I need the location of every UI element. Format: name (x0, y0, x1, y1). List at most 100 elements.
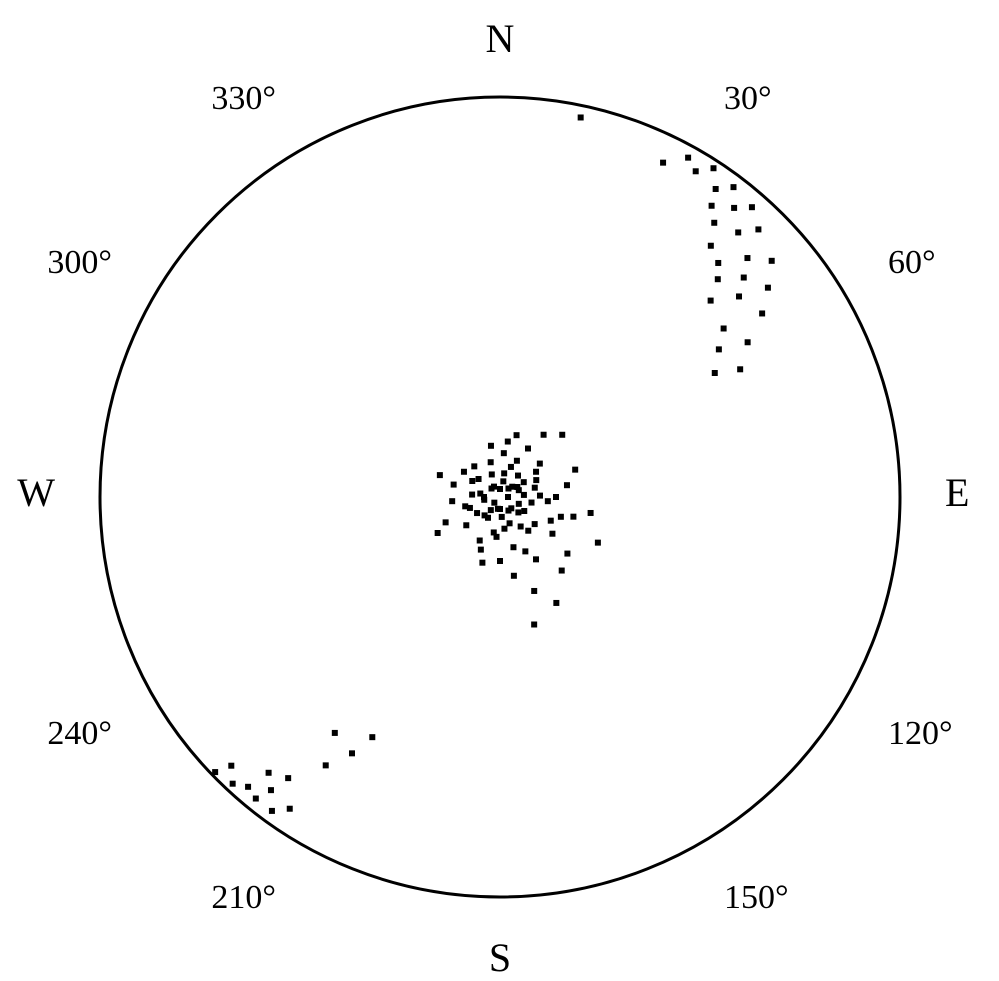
data-point (497, 486, 503, 492)
cardinal-label: W (17, 470, 55, 515)
data-point (495, 506, 501, 512)
data-point (709, 203, 715, 209)
data-point (553, 494, 559, 500)
data-point (469, 492, 475, 498)
data-point (514, 458, 520, 464)
data-point (693, 168, 699, 174)
data-point (531, 588, 537, 594)
data-point (497, 558, 503, 564)
data-point (533, 469, 539, 475)
data-point (435, 530, 441, 536)
cardinal-label: N (486, 16, 515, 61)
data-point (469, 478, 475, 484)
data-point (744, 255, 750, 261)
data-point (489, 471, 495, 477)
data-point (578, 114, 584, 120)
data-point (736, 293, 742, 299)
data-point (212, 769, 218, 775)
data-point (685, 155, 691, 161)
data-point (501, 450, 507, 456)
data-point (570, 514, 576, 520)
data-point (515, 509, 521, 515)
data-point (369, 734, 375, 740)
data-point (731, 205, 737, 211)
data-point (715, 260, 721, 266)
data-point (564, 551, 570, 557)
data-point (532, 485, 538, 491)
data-point (507, 520, 513, 526)
data-point (349, 750, 355, 756)
data-point (737, 366, 743, 372)
data-point (713, 186, 719, 192)
data-point (765, 285, 771, 291)
data-point (537, 461, 543, 467)
data-point (522, 548, 528, 554)
data-point (266, 770, 272, 776)
data-point (533, 477, 539, 483)
azimuth-tick-label: 240° (47, 715, 112, 752)
data-point (511, 573, 517, 579)
data-point (749, 204, 755, 210)
data-point (745, 339, 751, 345)
data-point (285, 775, 291, 781)
data-point (499, 514, 505, 520)
data-point (588, 510, 594, 516)
data-point (529, 500, 535, 506)
data-point (476, 476, 482, 482)
data-point (269, 808, 275, 814)
data-point (559, 568, 565, 574)
data-point (572, 467, 578, 473)
data-point (510, 544, 516, 550)
data-point (731, 184, 737, 190)
azimuth-tick-label: 120° (888, 715, 953, 752)
data-point (501, 470, 507, 476)
data-point (711, 165, 717, 171)
data-point (769, 258, 775, 264)
azimuth-tick-label: 330° (211, 80, 276, 117)
data-point (548, 518, 554, 524)
data-point (477, 538, 483, 544)
cardinal-label: E (945, 470, 969, 515)
data-point (228, 763, 234, 769)
data-point (451, 482, 457, 488)
data-point (474, 510, 480, 516)
data-point (558, 514, 564, 520)
data-point (549, 531, 555, 537)
data-point (759, 310, 765, 316)
data-point (711, 220, 717, 226)
data-point (515, 473, 521, 479)
data-point (712, 370, 718, 376)
data-point (488, 443, 494, 449)
data-point (461, 469, 467, 475)
data-point (332, 730, 338, 736)
data-point (595, 540, 601, 546)
data-point (477, 491, 483, 497)
data-point (485, 515, 491, 521)
data-point (516, 501, 522, 507)
data-point (532, 521, 538, 527)
data-point (479, 560, 485, 566)
data-point (525, 446, 531, 452)
data-point (505, 508, 511, 514)
data-point (488, 507, 494, 513)
data-point (755, 226, 761, 232)
azimuth-tick-label: 300° (47, 244, 112, 281)
data-point (505, 494, 511, 500)
data-point (488, 459, 494, 465)
data-point (268, 787, 274, 793)
stereonet-plot: NESW30°60°120°150°210°240°300°330° (0, 0, 999, 981)
data-point (521, 508, 527, 514)
data-point (245, 784, 251, 790)
data-point (716, 346, 722, 352)
data-point (494, 534, 500, 540)
data-point (508, 464, 514, 470)
data-point (230, 781, 236, 787)
azimuth-tick-label: 150° (724, 879, 789, 916)
data-point (660, 160, 666, 166)
data-point (323, 762, 329, 768)
data-point (437, 472, 443, 478)
data-point (533, 556, 539, 562)
data-point (525, 528, 531, 534)
data-point (463, 522, 469, 528)
data-point (521, 479, 527, 485)
